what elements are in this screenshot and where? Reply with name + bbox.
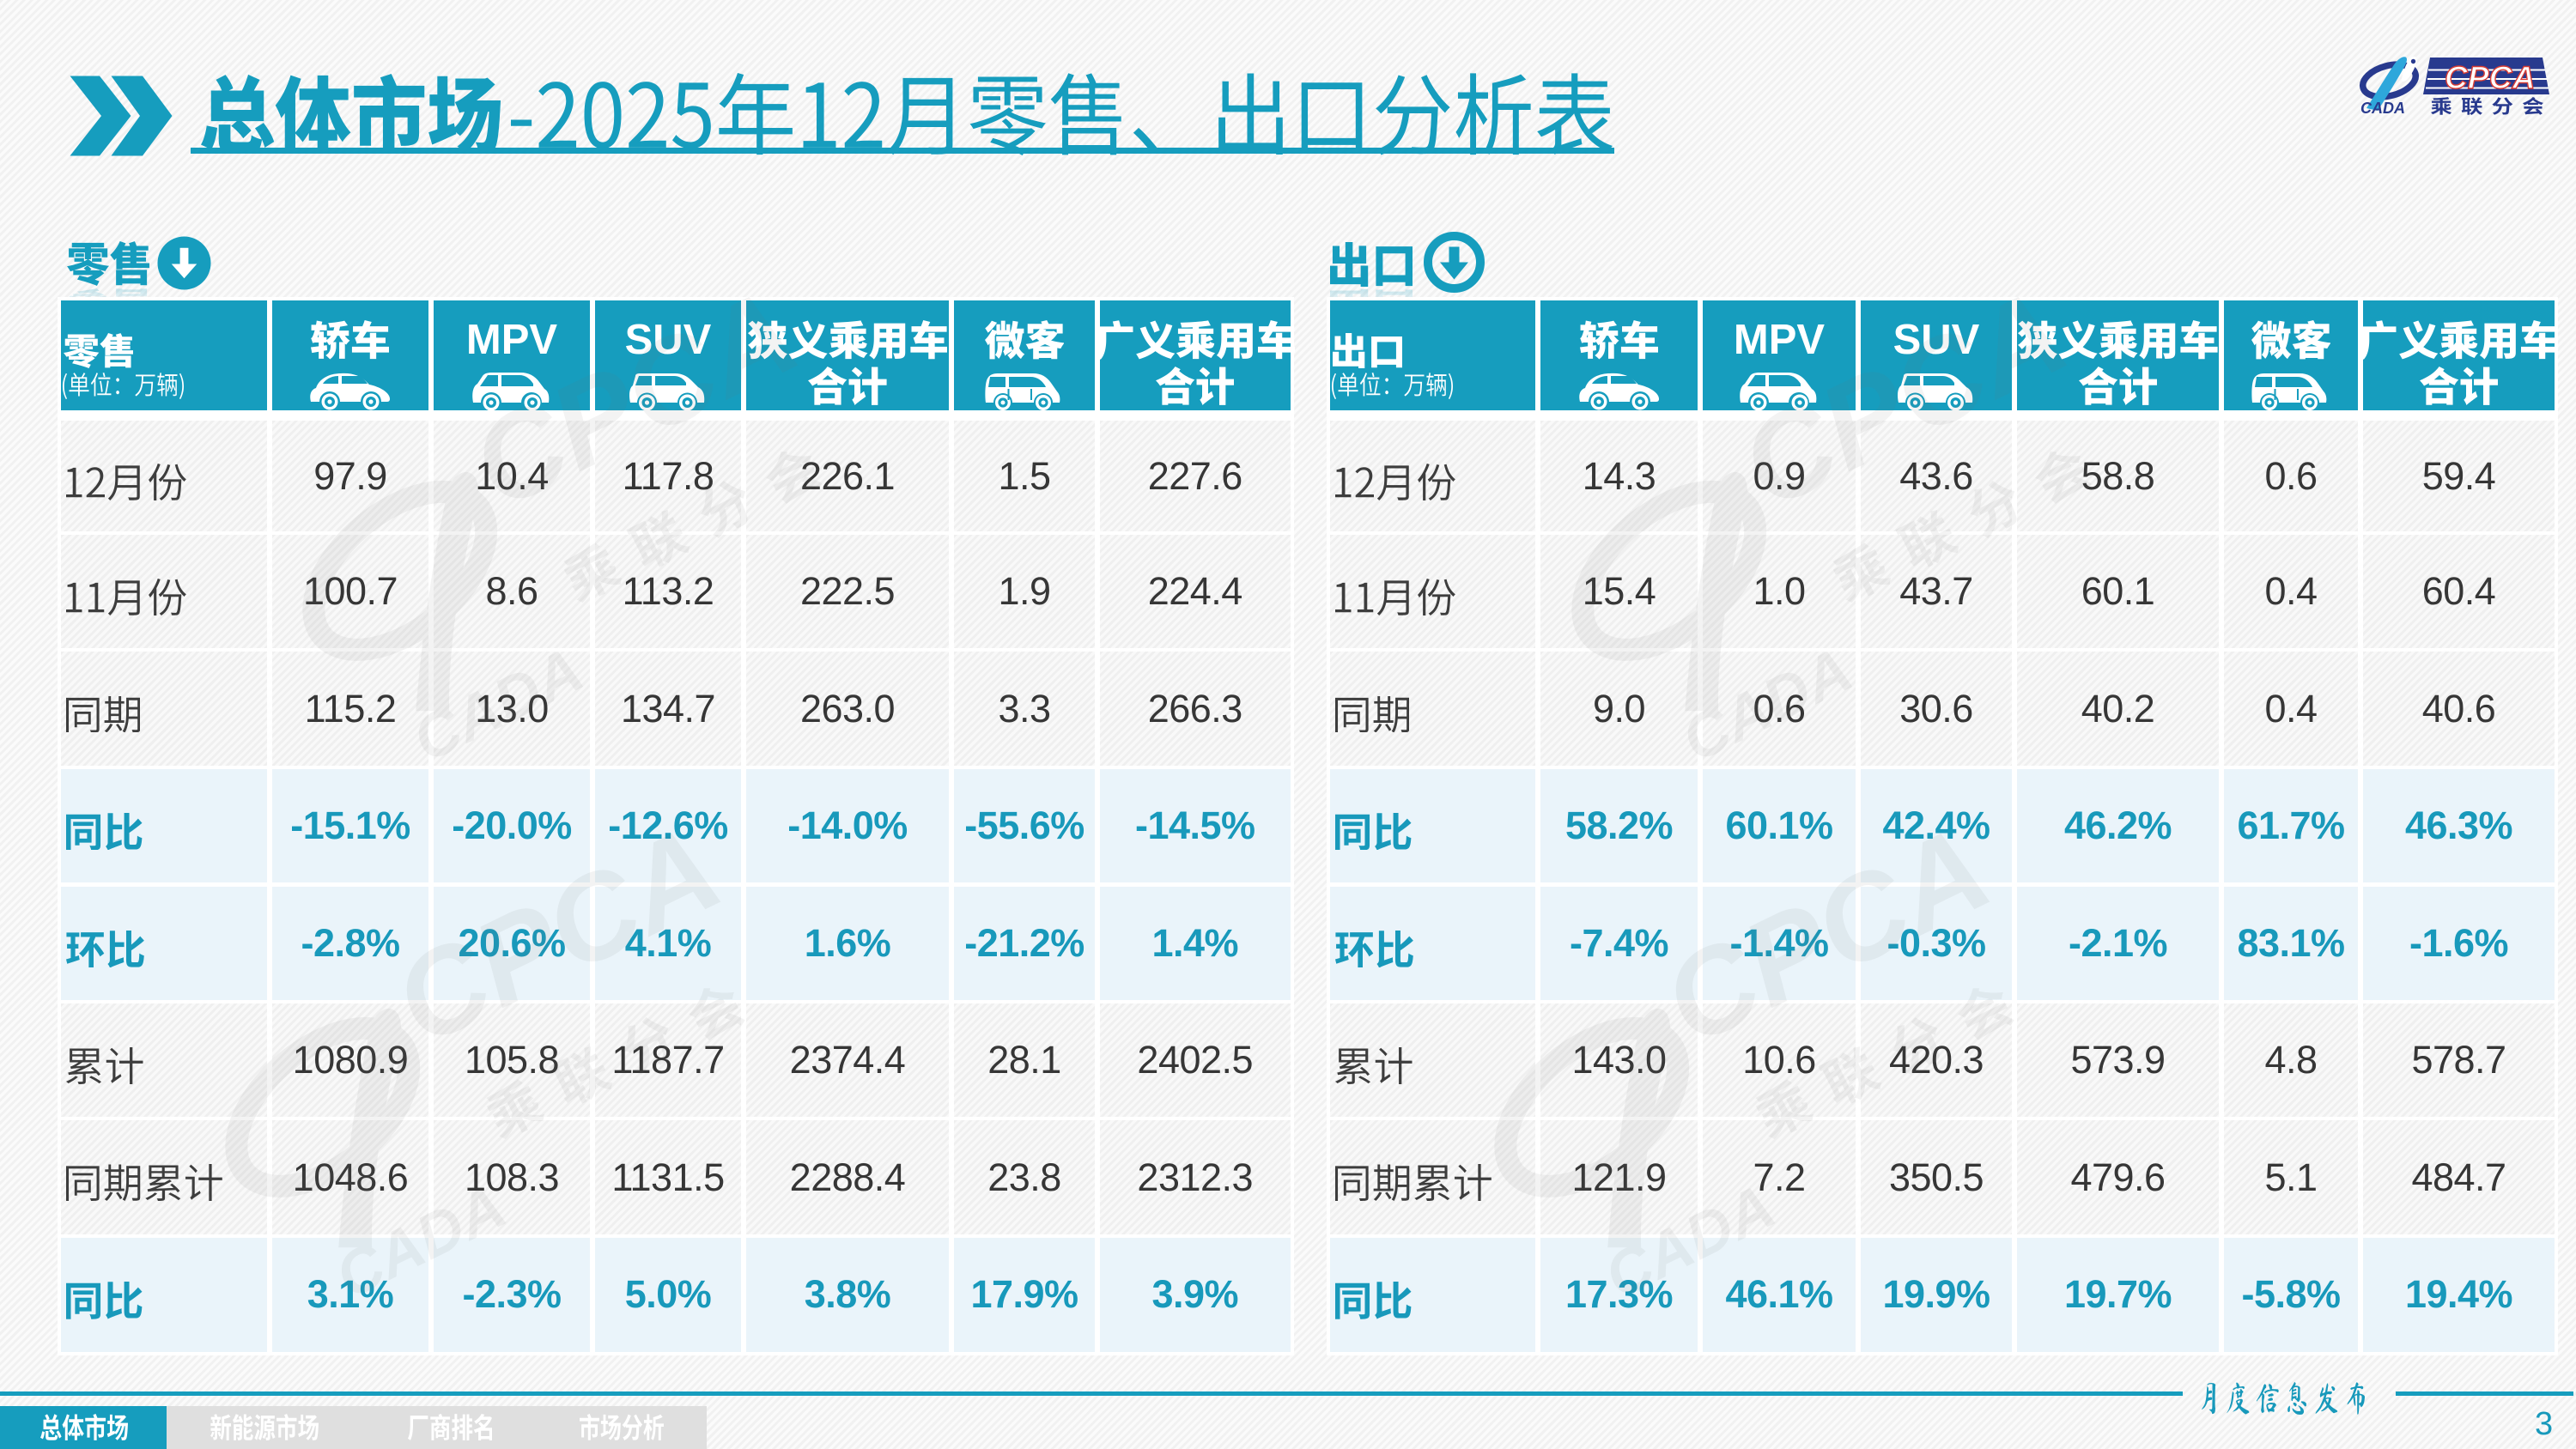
svg-text:CPCA: CPCA — [1721, 264, 2086, 534]
svg-text:CPCA: CPCA — [452, 264, 817, 534]
svg-text:CPCA: CPCA — [374, 800, 739, 1070]
svg-text:CPCA: CPCA — [1643, 800, 2008, 1070]
svg-text:CPCA: CPCA — [2445, 60, 2536, 95]
svg-text:CADA: CADA — [2360, 100, 2405, 117]
